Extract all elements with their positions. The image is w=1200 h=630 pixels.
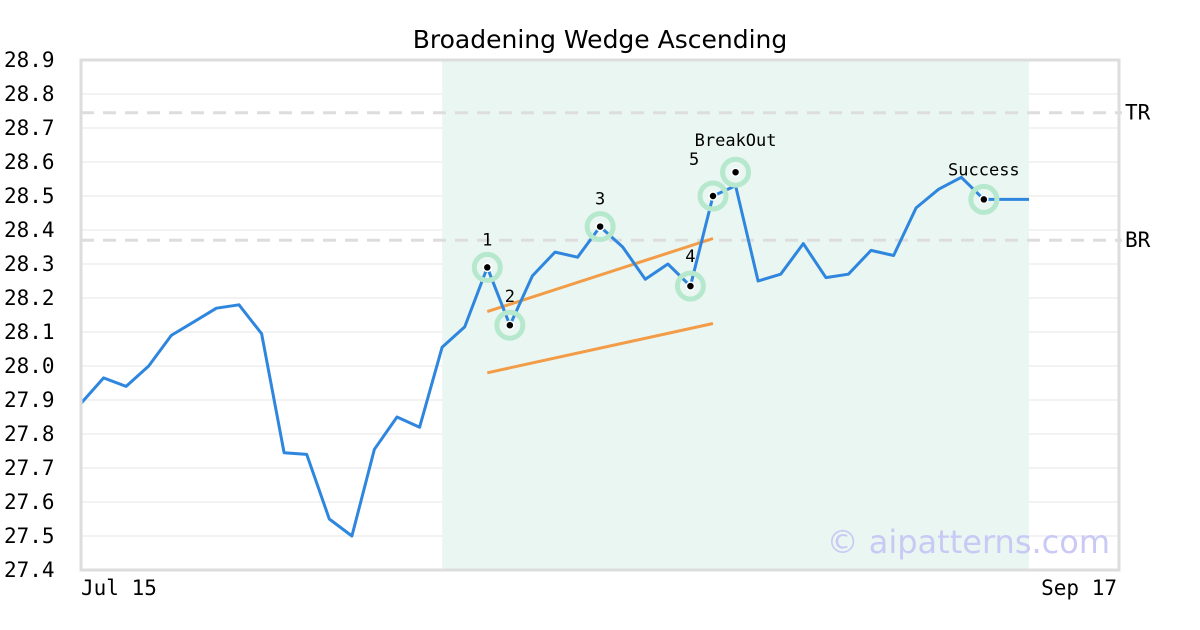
levels: TR BR <box>81 101 1151 252</box>
axes: 28.9 28.8 28.7 28.6 28.5 28.4 28.3 28.2 28.1 28.0… <box>4 48 1121 600</box>
marker-dot-success <box>979 194 989 205</box>
level-label-tr: TR <box>1125 101 1151 125</box>
marker-dot-breakout <box>730 167 741 177</box>
marker-halo-5 <box>697 180 729 212</box>
y-tick-label: 27.9 <box>4 388 55 412</box>
y-tick-label: 27.6 <box>4 490 55 514</box>
y-tick-label: 28.1 <box>4 320 55 344</box>
y-tick-label: 27.8 <box>4 422 55 446</box>
y-tick-label: 28.4 <box>4 218 55 242</box>
marker-halo-4 <box>674 270 706 302</box>
y-tick-label: 28.5 <box>4 184 55 208</box>
y-tick-label: 27.7 <box>4 456 55 480</box>
x-tick-label-end: Sep 17 <box>1041 576 1117 600</box>
marker-label-3: 3 <box>595 190 605 210</box>
y-tick-label: 28.7 <box>4 116 55 140</box>
marker-halo-success <box>968 183 1000 215</box>
marker-dot-3 <box>595 221 605 232</box>
y-tick-label: 28.0 <box>4 354 55 378</box>
y-tick-label: 28.8 <box>4 82 55 106</box>
pattern-region <box>442 60 1030 570</box>
marker-dot-2 <box>505 320 515 330</box>
price-line <box>79 175 1029 538</box>
y-tick-label: 28.3 <box>4 252 55 276</box>
watermark: © aipatterns.com <box>827 523 1110 561</box>
trend-line-1 <box>486 237 714 314</box>
marker-dot-1 <box>482 262 493 273</box>
x-tick-label-start: Jul 15 <box>81 576 157 600</box>
marker-halo-breakout <box>720 156 752 188</box>
marker-halo-1 <box>471 251 503 283</box>
marker-label-1: 1 <box>482 230 492 250</box>
trend-lines <box>486 237 714 375</box>
y-tick-label: 28.6 <box>4 150 55 174</box>
y-tick-label: 28.2 <box>4 286 55 310</box>
level-label-br: BR <box>1125 228 1151 252</box>
chart-title: Broadening Wedge Ascending <box>413 25 788 54</box>
marker-dot-4 <box>685 281 696 291</box>
marker-label-5: 5 <box>689 150 699 170</box>
marker-dot-5 <box>708 191 718 201</box>
plot-frame <box>79 58 1121 572</box>
marker-halo-3 <box>584 211 616 243</box>
highlight-region <box>442 60 1030 570</box>
marker-halo-2 <box>494 309 526 341</box>
y-tick-label: 27.5 <box>4 524 55 548</box>
trend-line-2 <box>486 322 714 375</box>
y-tick-label: 28.9 <box>4 48 55 72</box>
price-series <box>79 175 1029 538</box>
marker-label-breakout: BreakOut <box>695 131 777 151</box>
marker-label-success: Success <box>948 160 1020 180</box>
marker-label-4: 4 <box>685 247 695 267</box>
marker-label-2: 2 <box>505 287 515 307</box>
y-tick-label: 27.4 <box>4 558 55 582</box>
